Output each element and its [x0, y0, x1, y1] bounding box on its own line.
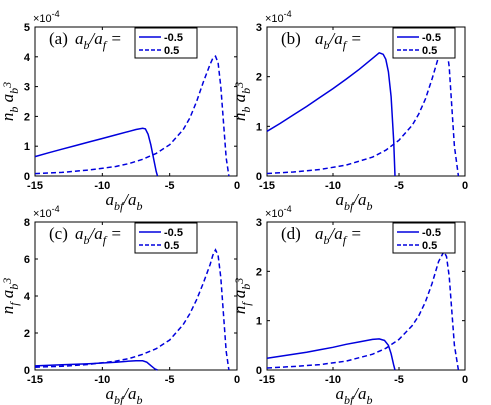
- y-tick-label: 0: [24, 365, 30, 377]
- x-tick-label: -10: [94, 180, 110, 192]
- y-axis-label: nb ab3​: [230, 82, 253, 121]
- legend-entry: 0.5: [164, 240, 179, 252]
- y-tick-label: 8: [24, 217, 30, 229]
- legend-entry: 0.5: [164, 45, 179, 57]
- y-tick-label: 2: [24, 111, 30, 123]
- y-tick-label: 1: [256, 316, 262, 328]
- y-tick-label: 3: [24, 82, 30, 94]
- x-axis-label: abf/ab​: [335, 190, 372, 213]
- panel-label: (d): [281, 224, 301, 243]
- x-tick-label: -15: [259, 180, 275, 192]
- x-tick-label: -15: [259, 374, 275, 386]
- legend-box: [392, 222, 456, 254]
- series-line-dashed: [266, 43, 460, 177]
- plot-frame: [266, 221, 466, 371]
- panel-c: -15 -10 -5 0 0 2 4 6 8×10-4 abf/ab​ nf ab3​ (c) ab/a…: [0, 204, 240, 405]
- y-tick-label: 2: [24, 328, 30, 340]
- series-line-solid: [266, 51, 396, 177]
- x-tick-label: 0: [234, 180, 240, 192]
- y-tick-label: 5: [24, 22, 30, 34]
- y-tick-label: 4: [24, 52, 31, 64]
- y-tick-label: 6: [24, 254, 30, 266]
- y-axis-label: nf ab3​: [0, 278, 21, 315]
- y-axis-label: nf ab3​: [230, 278, 253, 315]
- x-tick-label: 0: [462, 374, 468, 386]
- series-line-dashed: [34, 248, 230, 371]
- x-tick-label: -15: [27, 374, 43, 386]
- legend-entry: -0.5: [422, 227, 441, 239]
- x-tick-label: -5: [165, 180, 175, 192]
- x-tick-label: 0: [462, 180, 468, 192]
- series-line-dashed: [266, 250, 460, 371]
- x-tick-label: -5: [165, 374, 175, 386]
- y-tick-label: 3: [256, 217, 262, 229]
- legend-box: [392, 27, 456, 59]
- y-multiplier: ×10-4: [33, 9, 60, 25]
- legend-entry: 0.5: [422, 240, 437, 252]
- series-line-solid: [34, 360, 158, 371]
- x-tick-label: -10: [325, 180, 341, 192]
- legend-entry: -0.5: [422, 32, 441, 44]
- y-tick-label: 0: [24, 171, 30, 183]
- x-axis-label: abf/ab​: [335, 384, 372, 405]
- y-tick-label: 0: [256, 171, 262, 183]
- x-tick-label: -10: [325, 374, 341, 386]
- plot-frame: [266, 26, 466, 177]
- x-tick-label: -5: [394, 374, 404, 386]
- plot-frame: [34, 26, 238, 177]
- x-tick-label: -5: [394, 180, 404, 192]
- y-tick-label: 1: [256, 121, 262, 133]
- legend-box: [134, 27, 198, 59]
- x-axis-label: abf/ab​: [105, 190, 142, 213]
- y-tick-label: 3: [256, 22, 262, 34]
- x-tick-label: -10: [94, 374, 110, 386]
- x-tick-label: -15: [27, 180, 43, 192]
- y-axis-label: nb ab3​: [0, 82, 21, 121]
- panel-label: (a): [49, 29, 68, 48]
- series-line-solid: [34, 127, 159, 177]
- panel-d: -15 -10 -5 0 0 1 2 3×10-4 abf/ab​ nf ab3​ (d) ab/af…: [230, 204, 468, 405]
- x-tick-label: 0: [234, 374, 240, 386]
- legend-title: ab/af =: [315, 29, 362, 52]
- legend-title: ab/af =: [315, 224, 362, 247]
- legend-entry: -0.5: [164, 227, 183, 239]
- series-line-dashed: [34, 54, 230, 177]
- x-axis-label: abf/ab​: [105, 384, 142, 405]
- panel-label: (c): [49, 224, 68, 243]
- legend-title: ab/af =: [75, 29, 122, 52]
- y-tick-label: 2: [256, 72, 262, 84]
- legend-box: [134, 222, 198, 254]
- legend-title: ab/af =: [75, 224, 122, 247]
- y-tick-label: 0: [256, 365, 262, 377]
- legend-entry: -0.5: [164, 32, 183, 44]
- y-multiplier: ×10-4: [265, 204, 292, 220]
- y-tick-label: 2: [256, 266, 262, 278]
- y-multiplier: ×10-4: [33, 204, 60, 220]
- panel-b: -15 -10 -5 0 0 1 2 3×10-4 abf/ab​ nb ab3​ (b) ab/af…: [230, 9, 468, 213]
- y-tick-label: 4: [24, 291, 31, 303]
- legend-entry: 0.5: [422, 45, 437, 57]
- panel-a: -15 -10 -5 0 0 1 2 3 4 5×10-4 abf/ab​ nb ab3​ (a) ab/…: [0, 9, 240, 213]
- series-line-solid: [266, 338, 396, 371]
- y-tick-label: 1: [24, 141, 30, 153]
- panel-label: (b): [281, 29, 301, 48]
- y-multiplier: ×10-4: [265, 9, 292, 25]
